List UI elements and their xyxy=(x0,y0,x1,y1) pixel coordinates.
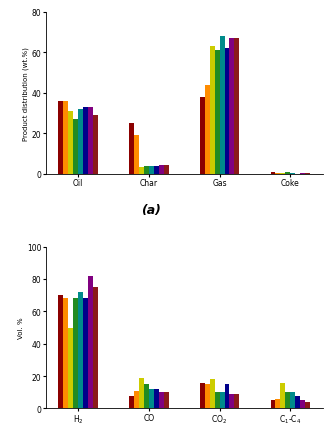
Bar xyxy=(83,108,88,175)
Bar xyxy=(139,167,144,175)
Bar xyxy=(275,399,280,408)
Bar xyxy=(230,394,234,408)
Bar xyxy=(144,384,149,408)
Bar xyxy=(210,379,215,408)
Bar xyxy=(220,392,225,408)
Bar xyxy=(215,51,220,175)
Bar xyxy=(73,120,78,175)
Bar xyxy=(139,378,144,408)
Y-axis label: Vol. %: Vol. % xyxy=(18,317,24,338)
Bar xyxy=(78,110,83,175)
Bar xyxy=(58,295,63,408)
Bar xyxy=(154,166,159,175)
Bar xyxy=(149,166,154,175)
Bar xyxy=(129,396,134,408)
Bar xyxy=(144,167,149,175)
Bar xyxy=(159,392,164,408)
Bar xyxy=(200,383,205,408)
Legend: 600°C(10wt.%Ni/CeO₂-ZrO₂), 700°C(10wt.%Ni/CeO₂-ZrO₂), 800°C Non-catalytic, 800°C: 600°C(10wt.%Ni/CeO₂-ZrO₂), 700°C(10wt.%N… xyxy=(325,9,326,54)
Bar xyxy=(63,299,68,408)
Bar xyxy=(164,166,169,175)
Bar xyxy=(215,392,220,408)
Bar xyxy=(154,389,159,408)
Bar xyxy=(93,116,98,175)
Bar xyxy=(200,98,205,175)
Bar xyxy=(295,396,300,408)
Bar xyxy=(83,299,88,408)
Bar xyxy=(290,392,295,408)
Bar xyxy=(225,49,230,175)
Bar xyxy=(285,172,290,175)
Bar xyxy=(230,39,234,175)
Bar xyxy=(88,108,93,175)
Bar xyxy=(134,391,139,408)
Bar xyxy=(78,292,83,408)
Bar xyxy=(164,392,169,408)
Bar xyxy=(159,166,164,175)
Bar xyxy=(88,276,93,408)
Bar xyxy=(234,394,239,408)
Bar xyxy=(149,389,154,408)
Bar xyxy=(68,328,73,408)
Bar xyxy=(220,37,225,175)
Bar xyxy=(300,400,305,408)
Bar xyxy=(63,102,68,175)
Bar xyxy=(234,39,239,175)
Bar xyxy=(305,402,310,408)
Legend: 600°C(10wt.%Ni/CeO₂-ZrO₂), 700°C(10wt.%Ni/CeO₂-ZrO₂), 800°C Non-catalytic, 800°C: 600°C(10wt.%Ni/CeO₂-ZrO₂), 700°C(10wt.%N… xyxy=(325,244,326,288)
Text: (a): (a) xyxy=(141,203,161,216)
Bar xyxy=(68,112,73,175)
Bar xyxy=(58,102,63,175)
Bar xyxy=(205,86,210,175)
Bar xyxy=(205,384,210,408)
Bar xyxy=(129,124,134,175)
Bar xyxy=(210,47,215,175)
Bar xyxy=(280,383,285,408)
Bar xyxy=(134,136,139,175)
Bar xyxy=(225,384,230,408)
Bar xyxy=(285,392,290,408)
Y-axis label: Product distribution (wt.%): Product distribution (wt.%) xyxy=(22,47,29,141)
Bar xyxy=(271,173,275,175)
Bar xyxy=(93,287,98,408)
Bar xyxy=(73,299,78,408)
Bar xyxy=(275,174,280,175)
Bar xyxy=(271,400,275,408)
